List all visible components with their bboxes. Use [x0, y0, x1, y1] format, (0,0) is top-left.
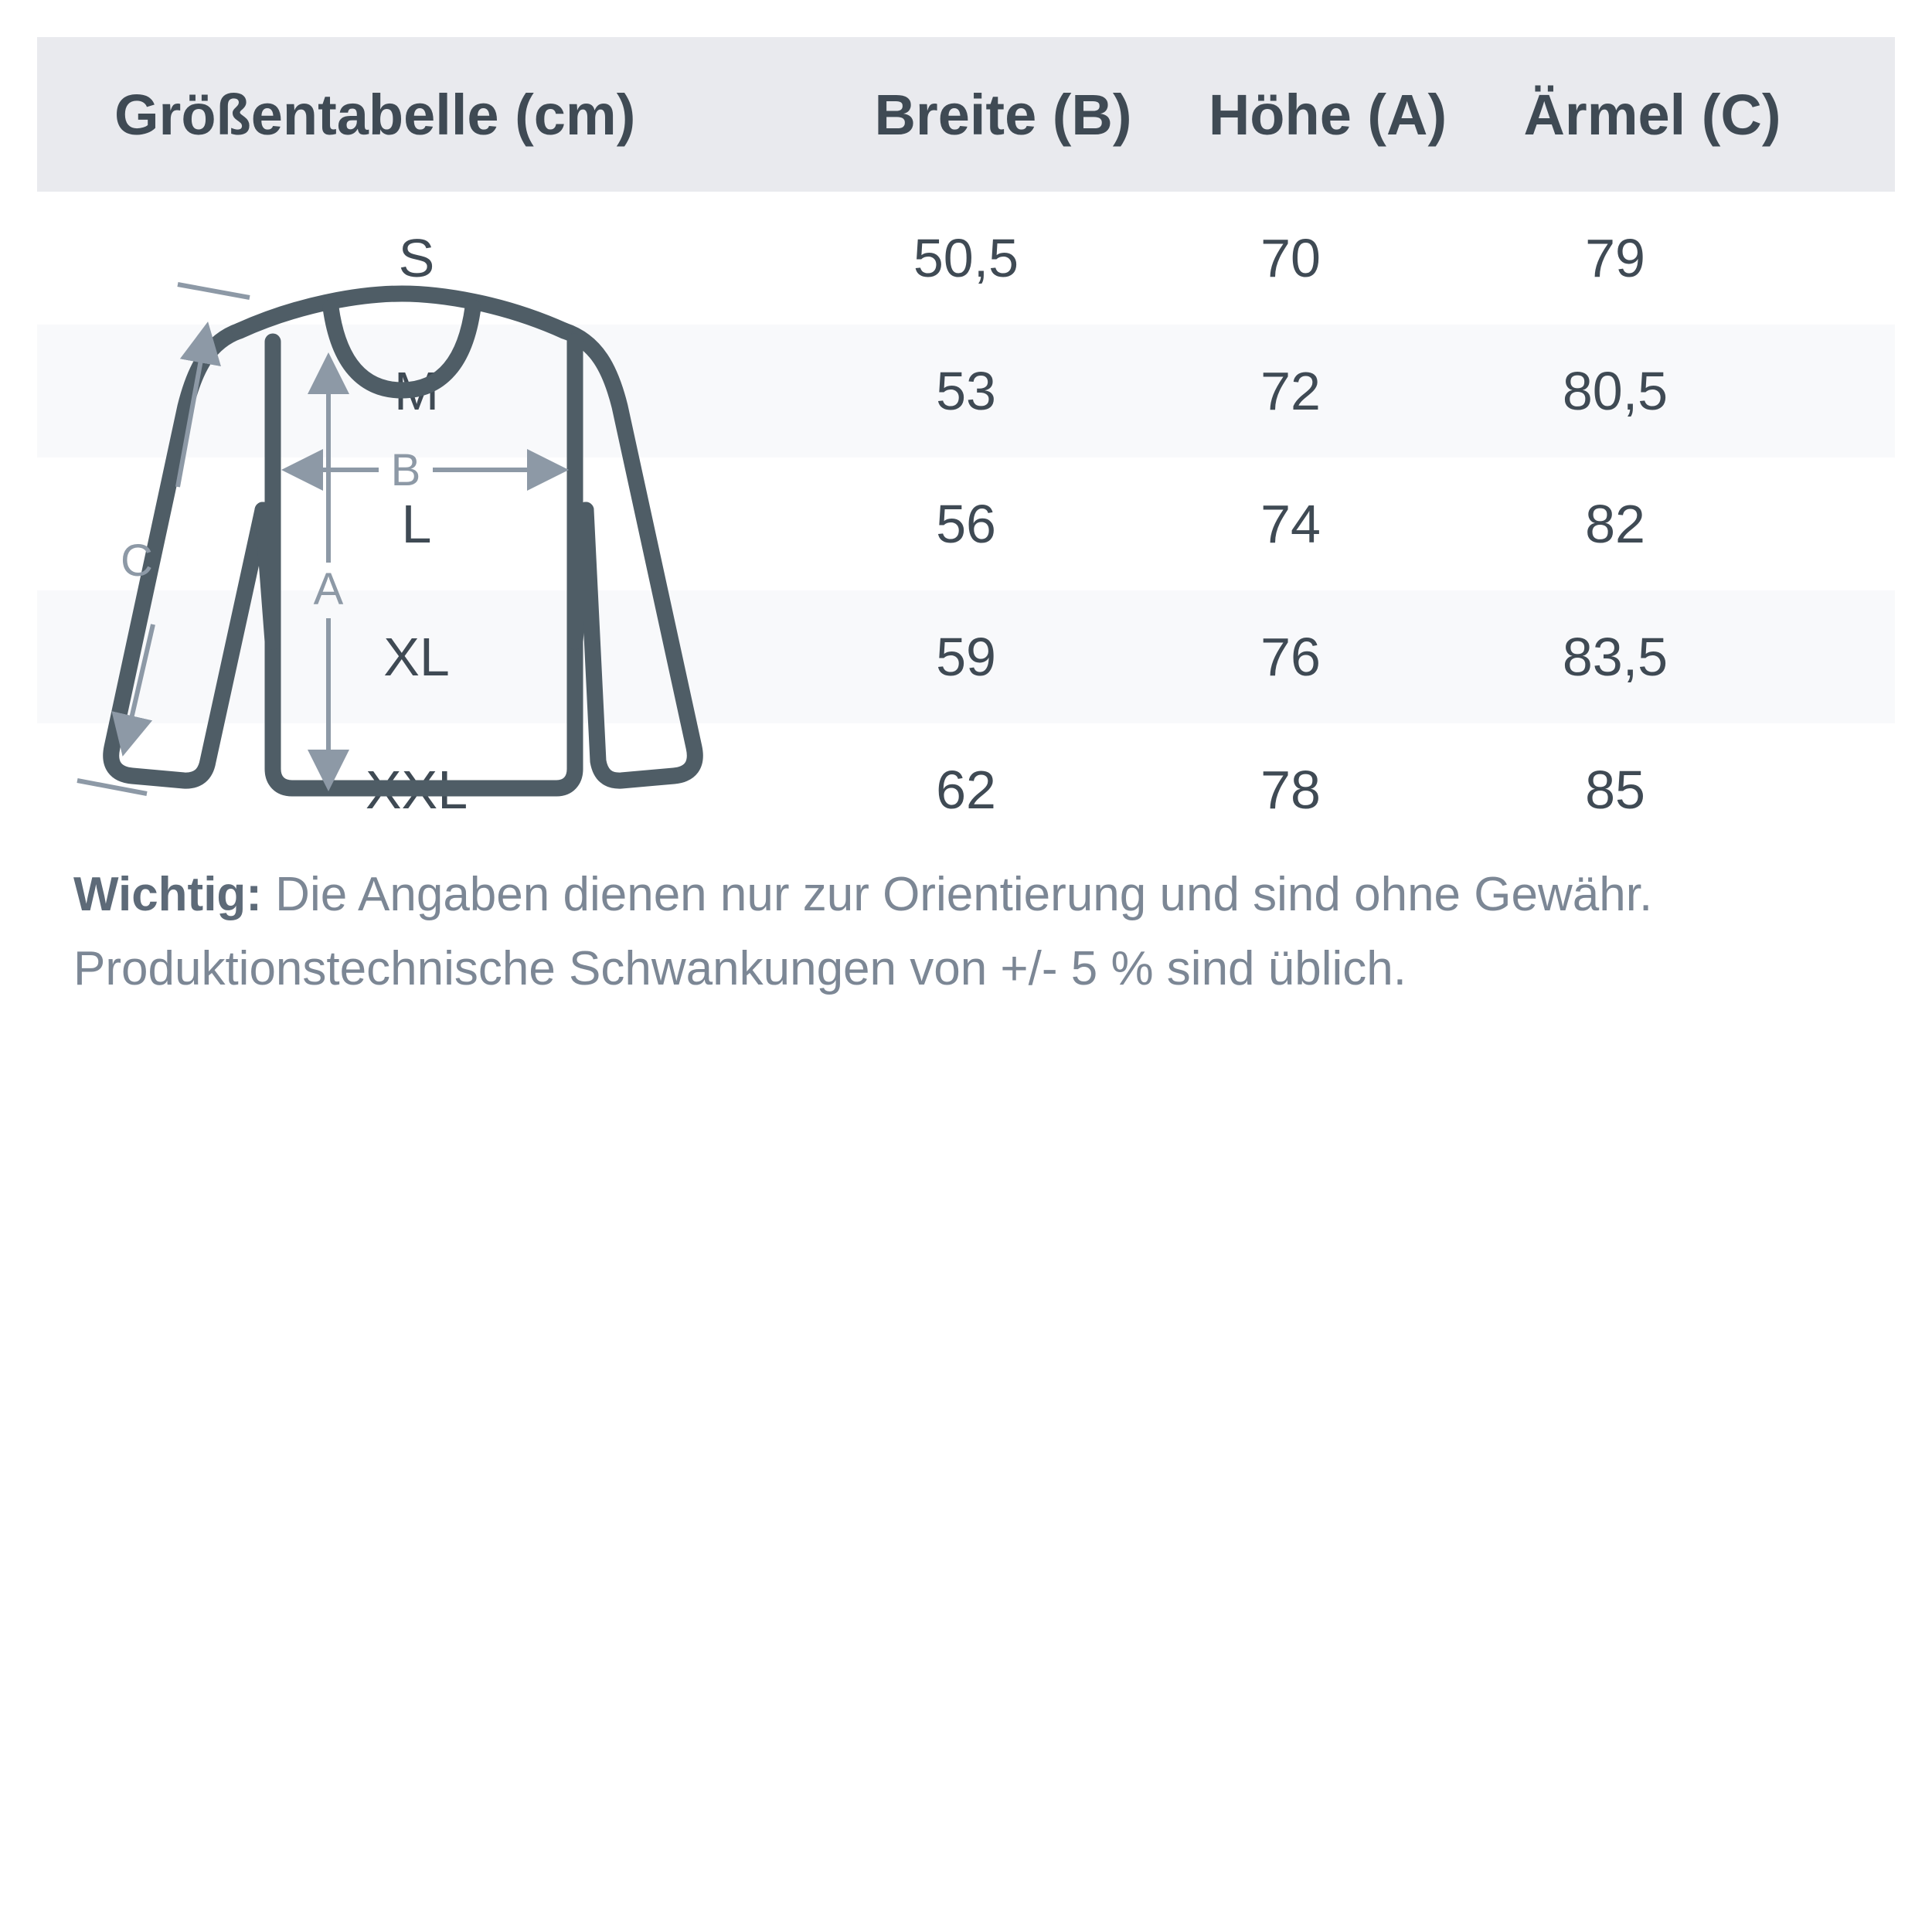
cell-aermel: 79 — [1585, 228, 1645, 288]
disclaimer-note: Wichtig: Die Angaben dienen nur zur Orie… — [73, 858, 1874, 1006]
column-header-breite: Breite (B) — [874, 82, 1132, 147]
dimension-arrows — [77, 282, 569, 796]
table-row: XL 59 76 83,5 — [37, 590, 1895, 723]
sweater-outline-icon: A B C — [77, 282, 703, 797]
page-title: Größentabelle (cm) — [114, 82, 636, 147]
sweater-body-path — [103, 285, 703, 797]
cell-size: S — [398, 228, 435, 288]
column-header-group: Breite (B) Höhe (A) Ärmel (C) — [833, 37, 1892, 192]
dimension-labels: A B C — [121, 445, 420, 614]
cell-hoehe: 70 — [1260, 228, 1321, 288]
cell-size: L — [401, 494, 432, 554]
dimension-c-tick-bottom — [77, 778, 148, 796]
garment-diagram: A B C — [31, 255, 773, 811]
dimension-c-upper — [175, 321, 221, 488]
disclaimer-line-2: Produktionstechnische Schwankungen von +… — [73, 942, 1406, 995]
dimension-label-c: C — [121, 536, 153, 586]
cell-breite: 53 — [936, 361, 996, 421]
cell-aermel: 83,5 — [1562, 627, 1668, 687]
dimension-label-b: B — [391, 445, 421, 495]
column-header-aermel: Ärmel (C) — [1523, 82, 1781, 147]
disclaimer-line-1: Die Angaben dienen nur zur Orientierung … — [261, 868, 1653, 921]
cell-breite: 50,5 — [913, 228, 1019, 288]
cell-breite: 56 — [936, 494, 996, 554]
cell-hoehe: 76 — [1260, 627, 1321, 687]
cell-breite: 62 — [936, 760, 996, 820]
dimension-c-tick-top — [177, 282, 250, 300]
cell-aermel: 82 — [1585, 494, 1645, 554]
cell-aermel: 85 — [1585, 760, 1645, 820]
table-header-band: Größentabelle (cm) Breite (B) Höhe (A) Ä… — [37, 37, 1895, 192]
dimension-label-a: A — [314, 564, 344, 614]
cell-hoehe: 74 — [1260, 494, 1321, 554]
column-header-hoehe: Höhe (A) — [1208, 82, 1447, 147]
cell-breite: 59 — [936, 627, 996, 687]
cell-size: XL — [383, 627, 450, 687]
size-table: S 50,5 70 79 M 53 72 80,5 L 56 74 82 XL … — [37, 192, 1895, 856]
cell-hoehe: 72 — [1260, 361, 1321, 421]
cell-hoehe: 78 — [1260, 760, 1321, 820]
table-row: L 56 74 82 — [37, 457, 1895, 590]
cell-aermel: 80,5 — [1562, 361, 1668, 421]
dimension-c-lower — [111, 624, 155, 757]
disclaimer-lead: Wichtig: — [73, 868, 262, 921]
